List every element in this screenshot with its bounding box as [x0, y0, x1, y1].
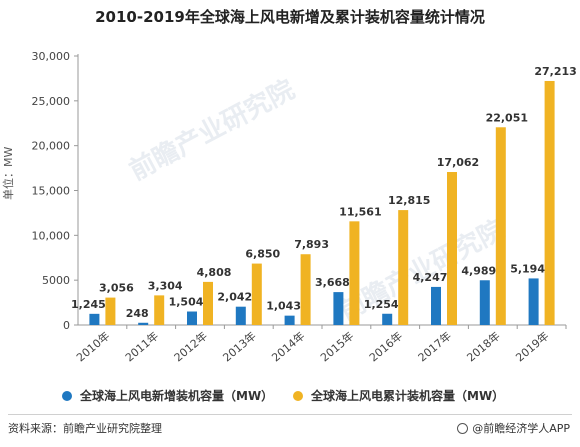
bar-cumulative-capacity: [203, 281, 213, 325]
x-tick-label: 2018年: [464, 329, 503, 365]
bar-new-capacity: [382, 313, 393, 325]
y-tick-label: 15,000: [32, 185, 71, 198]
legend-item-cumulative: 全球海上风电累计装机容量（MW）: [293, 387, 504, 404]
data-label-new: 1,245: [71, 298, 106, 311]
bar-new-capacity: [235, 306, 246, 325]
x-tick-label: 2015年: [317, 329, 356, 365]
data-label-cumulative: 27,213: [534, 65, 576, 78]
bar-cumulative-capacity: [300, 254, 311, 325]
bar-new-capacity: [431, 286, 441, 325]
data-label-new: 2,042: [217, 291, 252, 304]
x-tick-label: 2014年: [269, 329, 308, 365]
data-label-cumulative: 4,808: [197, 266, 232, 279]
data-label-cumulative: 22,051: [486, 111, 528, 124]
bar-new-capacity: [138, 322, 149, 325]
x-tick-label: 2012年: [171, 329, 210, 365]
data-label-cumulative: 3,056: [99, 282, 134, 295]
y-tick-label: 5000: [42, 274, 70, 287]
x-tick-label: 2019年: [513, 329, 552, 365]
data-label-cumulative: 6,850: [245, 248, 280, 261]
y-tick-label: 20,000: [32, 140, 71, 153]
x-tick-label: 2016年: [366, 329, 405, 365]
bar-cumulative-capacity: [544, 80, 555, 325]
source-note: 资料来源：前瞻产业研究院整理: [8, 422, 162, 435]
data-label-new: 4,989: [461, 264, 496, 277]
bar-new-capacity: [479, 280, 490, 325]
data-label-cumulative: 11,561: [339, 205, 381, 218]
footer-divider: [8, 414, 572, 415]
data-label-cumulative: 17,062: [437, 156, 479, 169]
data-label-new: 1,504: [169, 296, 204, 309]
data-label-new: 4,247: [413, 271, 448, 284]
brand-credit: @前瞻经济学人APP: [457, 420, 570, 436]
bar-new-capacity: [333, 292, 344, 325]
x-tick-label: 2017年: [415, 329, 454, 365]
x-tick-label: 2011年: [122, 329, 161, 365]
data-label-cumulative: 3,304: [148, 279, 183, 292]
data-label-new: 1,043: [266, 300, 301, 313]
x-tick-label: 2010年: [73, 329, 112, 365]
legend-label-new: 全球海上风电新增装机容量（MW）: [80, 389, 274, 403]
legend-marker-new: [62, 390, 72, 401]
data-label-new: 3,668: [315, 276, 350, 289]
y-tick-label: 25,000: [32, 95, 71, 108]
bar-cumulative-capacity: [447, 172, 457, 325]
bar-cumulative-capacity: [349, 221, 360, 325]
legend-marker-cumulative: [293, 390, 303, 401]
y-tick-label: 0: [63, 319, 70, 332]
bar-new-capacity: [187, 311, 197, 325]
bar-cumulative-capacity: [251, 263, 262, 325]
data-label-new: 248: [126, 307, 149, 320]
y-tick-label: 30,000: [32, 50, 71, 63]
y-tick-label: 10,000: [32, 229, 71, 242]
chart-title: 2010-2019年全球海上风电新增及累计装机容量统计情况: [95, 8, 485, 26]
legend-item-new: 全球海上风电新增装机容量（MW）: [62, 387, 273, 404]
bar-cumulative-capacity: [105, 297, 116, 325]
legend-label-cumulative: 全球海上风电累计装机容量（MW）: [311, 389, 505, 403]
x-tick-label: 2013年: [220, 329, 259, 365]
brand-logo-icon: [457, 422, 469, 434]
bar-cumulative-capacity: [495, 127, 506, 325]
bar-cumulative-capacity: [154, 295, 165, 325]
bar-new-capacity: [89, 313, 100, 325]
data-label-cumulative: 12,815: [388, 194, 430, 207]
brand-text: @前瞻经济学人APP: [472, 422, 570, 435]
bar-new-capacity: [284, 315, 295, 325]
data-label-new: 1,254: [364, 298, 399, 311]
data-label-cumulative: 7,893: [294, 238, 329, 251]
bar-cumulative-capacity: [398, 210, 409, 325]
data-label-new: 5,194: [510, 262, 545, 275]
bar-new-capacity: [528, 278, 539, 325]
